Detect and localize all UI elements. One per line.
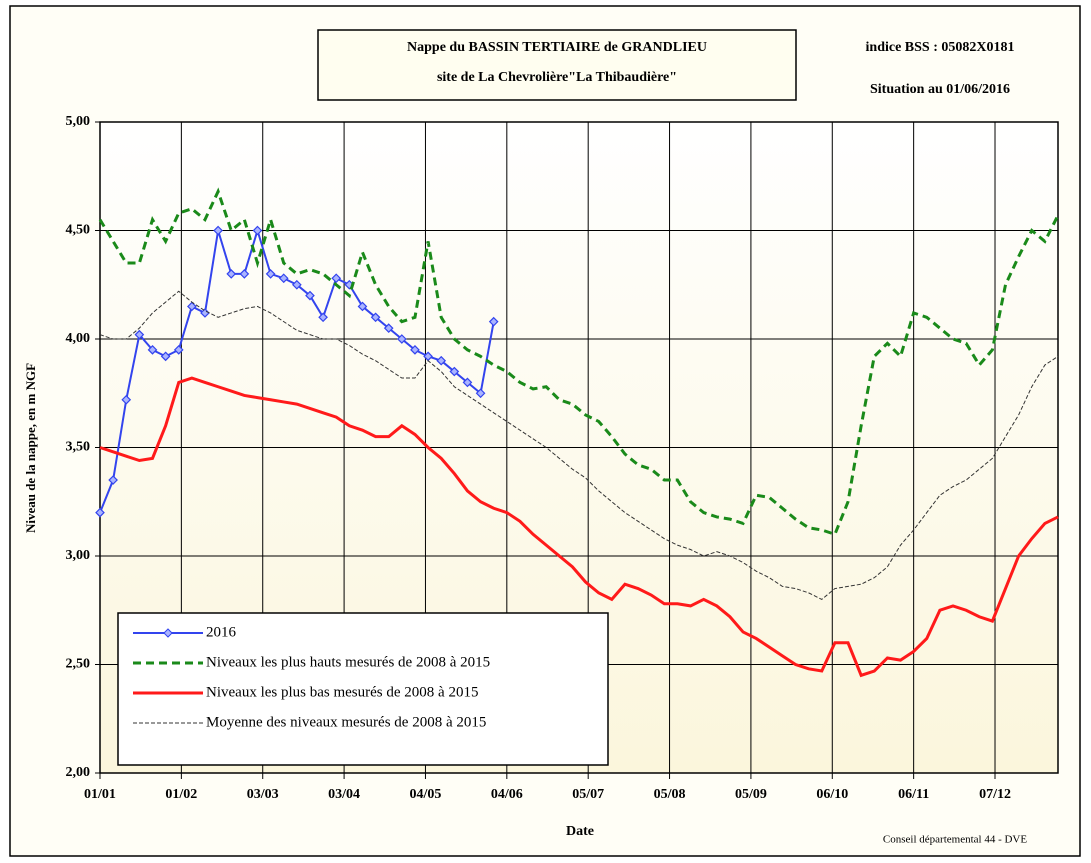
data-point (108, 475, 118, 485)
y-tick-label: 2,00 (66, 765, 91, 780)
x-tick-label: 07/12 (979, 787, 1011, 802)
chart-title: Nappe du BASSIN TERTIAIRE de GRANDLIEU (407, 40, 707, 55)
data-point (278, 273, 289, 284)
annotation: Situation au 01/06/2016 (870, 82, 1010, 97)
data-point (305, 290, 315, 301)
x-tick-label: 04/05 (410, 787, 442, 802)
data-point (292, 279, 302, 290)
series-line (99, 290, 1059, 600)
data-point (331, 273, 342, 284)
y-tick-label: 5,00 (66, 114, 91, 129)
series-line (98, 187, 1060, 537)
y-axis-label: Niveau de la nappe, en m NGF (23, 363, 38, 533)
y-tick-label: 4,00 (66, 331, 91, 346)
x-tick-label: 05/07 (572, 787, 604, 802)
data-point (396, 334, 407, 344)
legend-box (117, 612, 609, 766)
title-box (317, 29, 797, 101)
data-point (436, 355, 447, 366)
y-tick-label: 4,50 (66, 223, 91, 238)
x-tick-label: 06/11 (898, 787, 929, 802)
x-axis-label: Date (566, 824, 594, 839)
data-point (265, 269, 276, 279)
x-tick-label: 03/04 (328, 787, 360, 802)
legend-label: 2016 (206, 624, 237, 640)
series-line (99, 376, 1059, 678)
data-point (488, 316, 499, 327)
x-tick-label: 04/06 (491, 787, 523, 802)
x-tick-label: 05/08 (654, 787, 686, 802)
legend-label: Niveaux les plus hauts mesurés de 2008 à… (206, 654, 490, 670)
x-tick-label: 06/10 (816, 787, 848, 802)
data-point (383, 323, 394, 333)
x-tick-label: 03/03 (247, 787, 279, 802)
data-point (252, 225, 263, 236)
data-point (449, 366, 460, 377)
data-point (475, 388, 486, 399)
data-point (147, 345, 158, 355)
data-point (95, 507, 105, 518)
legend-label: Niveaux les plus bas mesurés de 2008 à 2… (206, 684, 478, 700)
data-point (318, 312, 328, 323)
data-point (357, 301, 368, 312)
data-point (187, 301, 197, 312)
x-tick-label: 01/02 (165, 787, 197, 802)
data-point (160, 351, 171, 362)
data-point (462, 377, 473, 388)
data-point (173, 345, 184, 355)
data-point (239, 269, 250, 279)
data-point (121, 394, 132, 405)
y-tick-label: 3,50 (66, 440, 91, 455)
data-point (213, 225, 223, 236)
y-tick-label: 2,50 (66, 657, 91, 672)
annotation: indice BSS : 05082X0181 (866, 40, 1015, 55)
y-tick-label: 3,00 (66, 548, 91, 563)
data-point (410, 345, 420, 355)
data-point (226, 269, 237, 279)
legend-label: Moyenne des niveaux mesurés de 2008 à 20… (206, 714, 486, 730)
x-tick-label: 01/01 (84, 787, 116, 802)
data-point (134, 329, 145, 340)
x-tick-label: 05/09 (735, 787, 767, 802)
legend-marker (163, 628, 173, 638)
chart-subtitle: site de La Chevrolière"La Thibaudière" (437, 70, 677, 85)
data-point (370, 312, 381, 323)
annotation: Conseil départemental 44 - DVE (883, 834, 1027, 846)
